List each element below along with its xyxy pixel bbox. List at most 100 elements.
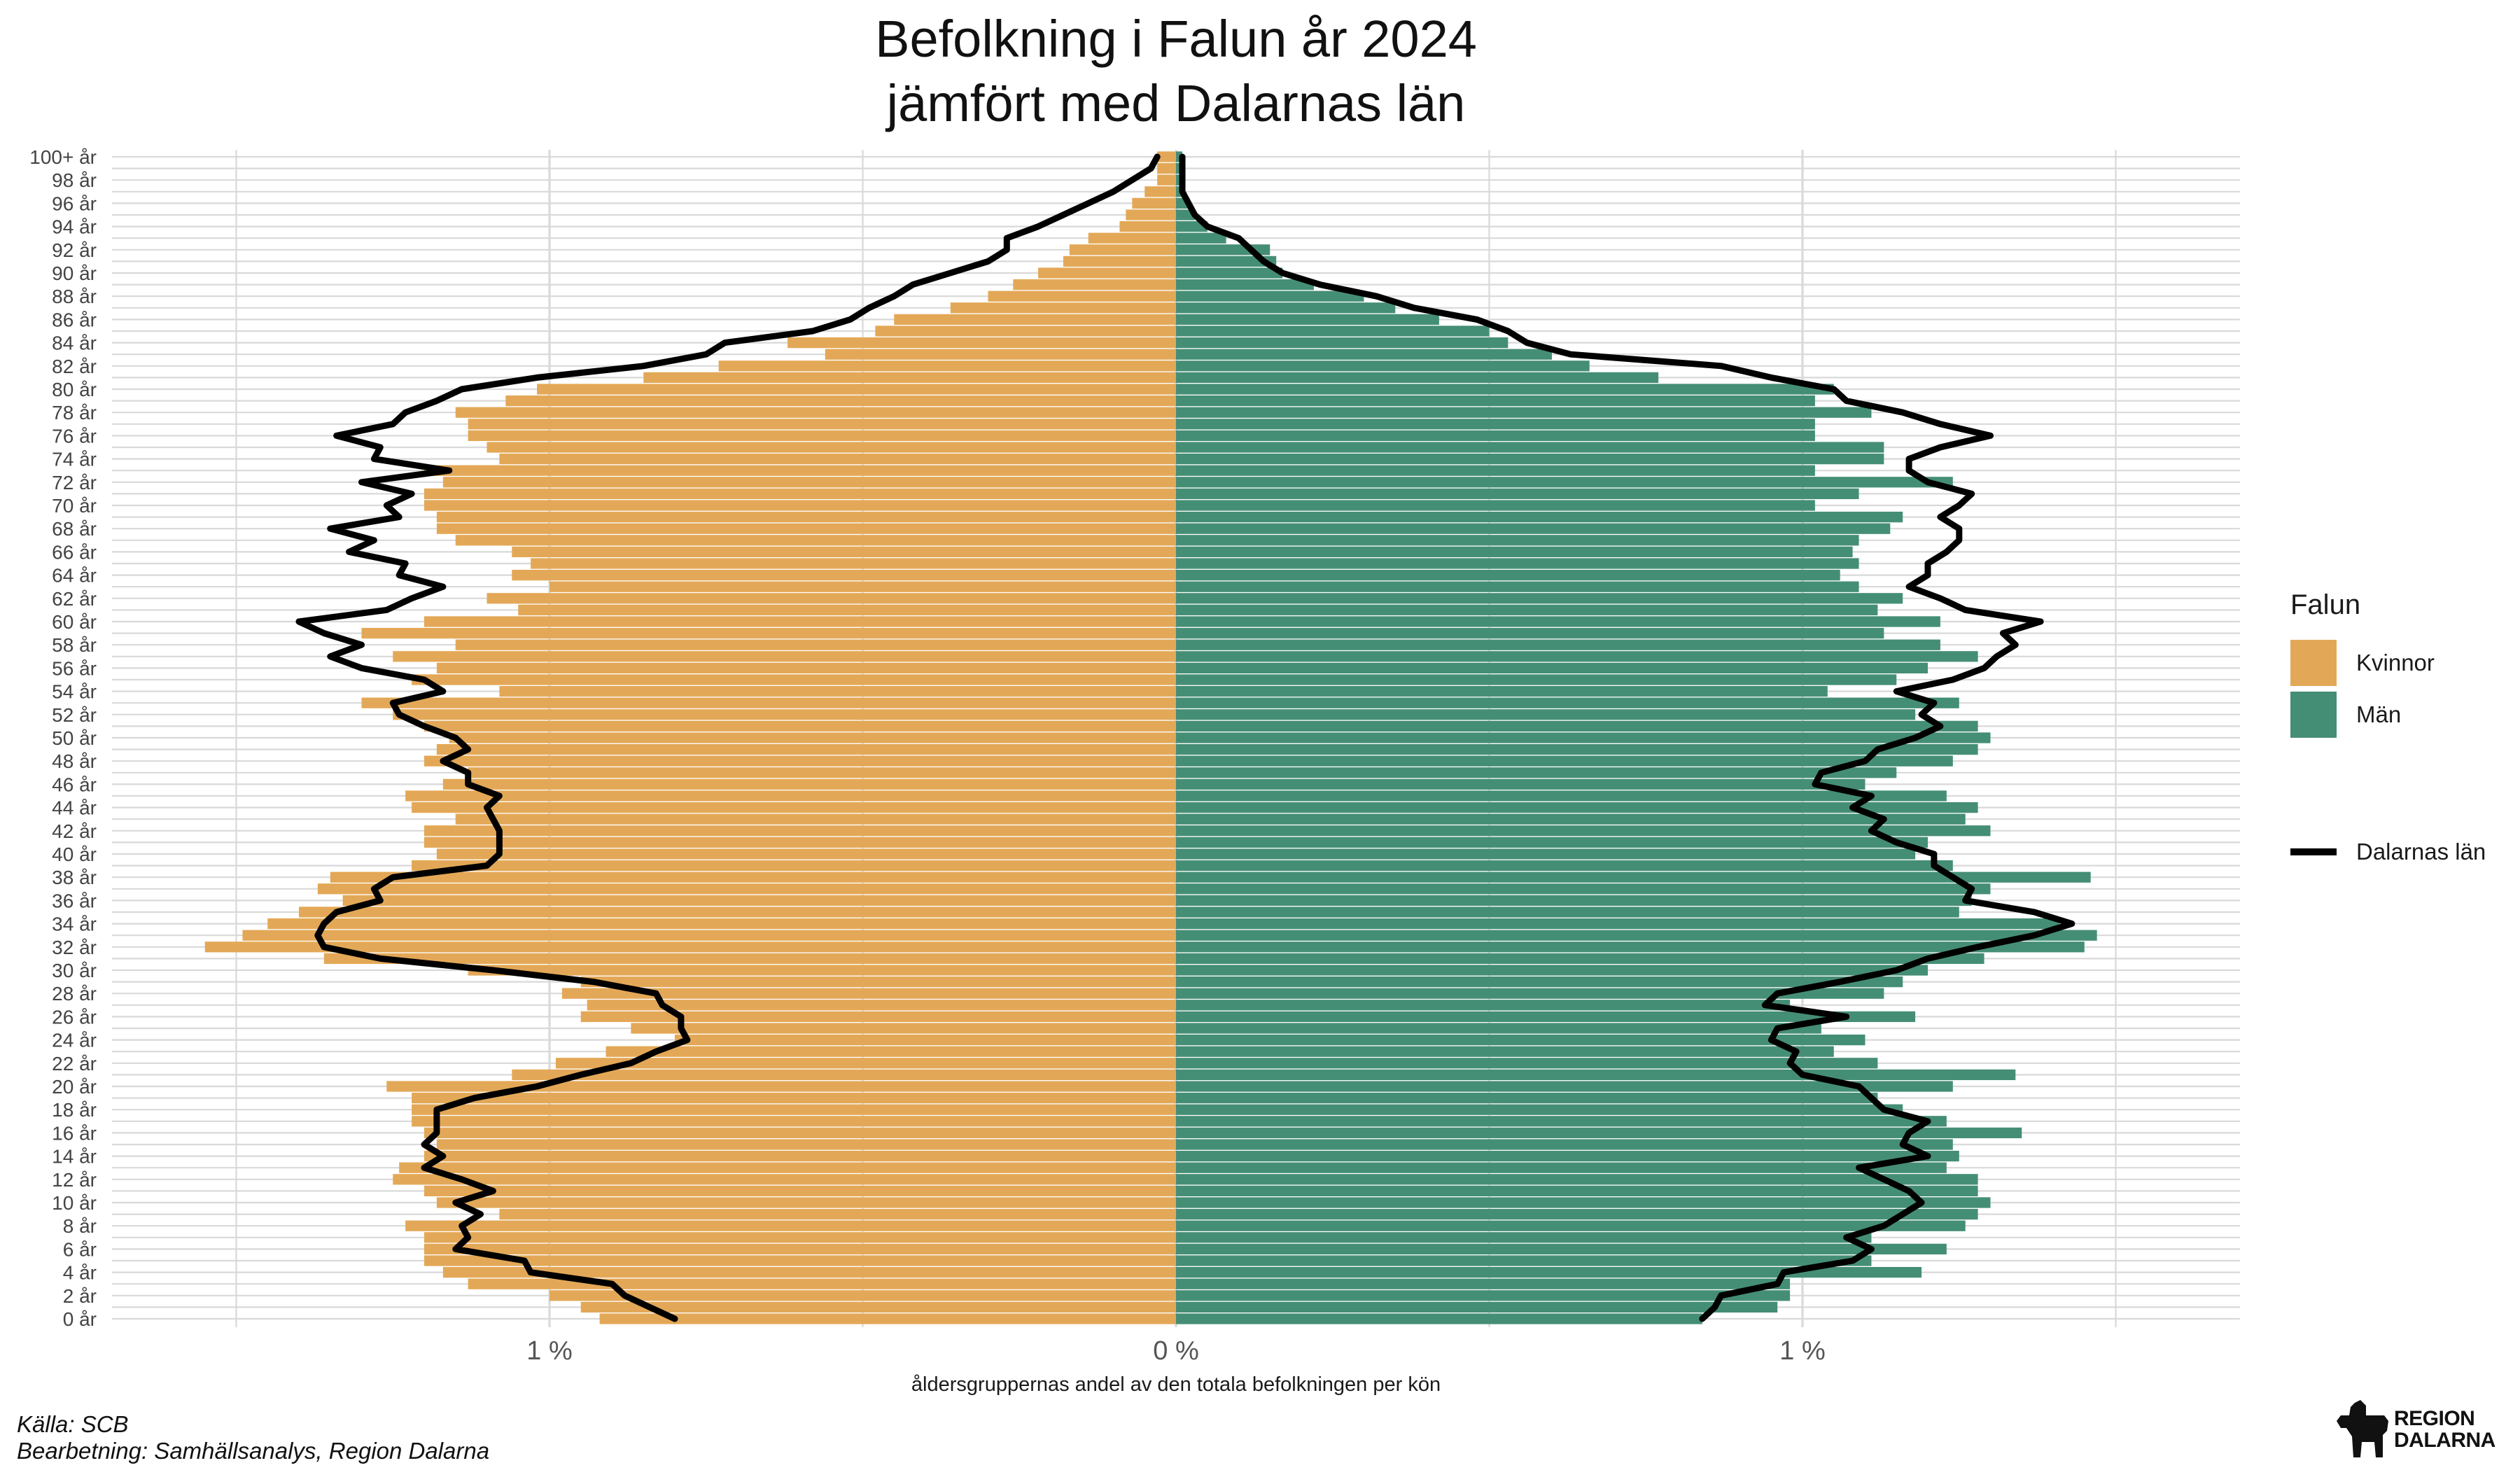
bar-men [1176,337,1508,349]
age-tick-label: 52 år [52,704,97,726]
bar-women [587,1000,1176,1011]
bar-men [1176,802,1978,813]
bar-women [424,1243,1176,1255]
bar-women [1088,232,1176,244]
bar-men [1176,511,1903,523]
bar-men [1176,419,1815,430]
processing-line: Bearbetning: Samhällsanalys, Region Dala… [17,1438,490,1464]
bar-women [512,1069,1176,1081]
legend-label-men: Män [2356,701,2402,727]
bar-women [1063,255,1176,267]
age-tick-label: 20 år [52,1076,97,1098]
age-tick-label: 4 år [63,1262,97,1284]
bar-women [424,488,1176,500]
age-tick-label: 6 år [63,1238,97,1260]
bar-men [1176,384,1834,395]
bars [204,151,2097,1324]
bar-women [436,511,1176,523]
logo-text-line-1: REGION [2394,1407,2475,1430]
bar-men [1176,477,1953,488]
bar-women [424,1255,1176,1266]
bar-men [1176,220,1208,232]
bar-women [424,500,1176,511]
age-tick-label: 56 år [52,657,97,679]
legend-item-county: Dalarnas län [2290,839,2486,865]
bar-men [1176,848,1916,860]
bar-women [675,1034,1176,1046]
bar-women [718,360,1176,372]
bar-men [1176,302,1396,314]
bar-women [1132,197,1176,209]
bar-women [1119,220,1176,232]
bar-men [1176,1116,1947,1127]
bar-men [1176,767,1897,778]
bar-women [512,546,1176,558]
bar-men [1176,1162,1947,1173]
logo-text-line-2: DALARNA [2394,1429,2496,1452]
bar-men [1176,836,1928,848]
bar-men [1176,930,2097,941]
bar-women [875,326,1176,337]
age-tick-label: 12 år [52,1169,97,1191]
bar-women [412,1104,1176,1115]
bar-men [1176,267,1283,279]
bar-women [580,1011,1176,1023]
legend-item-women: Kvinnor [2290,640,2435,686]
age-tick-label: 64 år [52,565,97,587]
bar-women [323,953,1176,965]
logo-text: REGION DALARNA [2394,1408,2496,1451]
bar-men [1176,1127,2022,1139]
bar-women [825,349,1176,360]
age-tick-label: 14 år [52,1146,97,1168]
bar-men [1176,674,1897,685]
bar-men [1176,813,1966,825]
bar-women [393,651,1176,662]
bar-men [1176,709,1916,720]
bar-women [449,732,1176,743]
x-axis-tick-labels: 1 % 0 % 1 % [526,1336,1825,1366]
bar-men [1176,988,1884,999]
bar-women [518,604,1176,616]
bar-men [1176,1000,1791,1011]
bar-men [1176,604,1878,616]
region-dalarna-logo: REGION DALARNA [2334,1400,2496,1459]
bar-men [1176,1069,2016,1081]
bar-men [1176,616,1940,627]
bar-women [442,778,1176,790]
bar-men [1176,662,1928,674]
bar-men [1176,349,1552,360]
bar-women [412,674,1176,685]
age-tick-label: 86 år [52,309,97,330]
bar-women [580,976,1176,988]
bar-women [424,1127,1176,1139]
bar-men [1176,627,1884,639]
bar-women [424,1185,1176,1197]
bar-men [1176,778,1865,790]
bar-women [393,709,1176,720]
county-line-men [1179,153,2076,1322]
bar-men [1176,407,1872,418]
bar-women [550,581,1176,592]
bar-women [950,302,1176,314]
bar-women [988,290,1176,302]
bar-women [299,906,1176,918]
bar-men [1176,639,1940,650]
age-tick-label: 70 år [52,495,97,517]
bar-men [1176,860,1953,872]
age-tick-label: 60 år [52,611,97,633]
bar-men [1176,965,1928,976]
title-line-1: Befolkning i Falun år 2024 [875,10,1477,68]
bar-men [1176,162,1182,174]
bar-women [894,314,1176,326]
chart-title: Befolkning i Falun år 2024 jämfört med D… [0,7,2352,136]
bar-women [455,813,1176,825]
bar-women [1157,162,1176,174]
bar-men [1176,546,1853,558]
bar-women [436,662,1176,674]
age-tick-label: 74 år [52,449,97,470]
x-axis-title: åldersgruppernas andel av den totala bef… [911,1373,1441,1396]
bar-women [424,755,1176,766]
bar-men [1176,442,1884,453]
age-tick-label: 76 år [52,425,97,447]
bar-men [1176,790,1947,802]
